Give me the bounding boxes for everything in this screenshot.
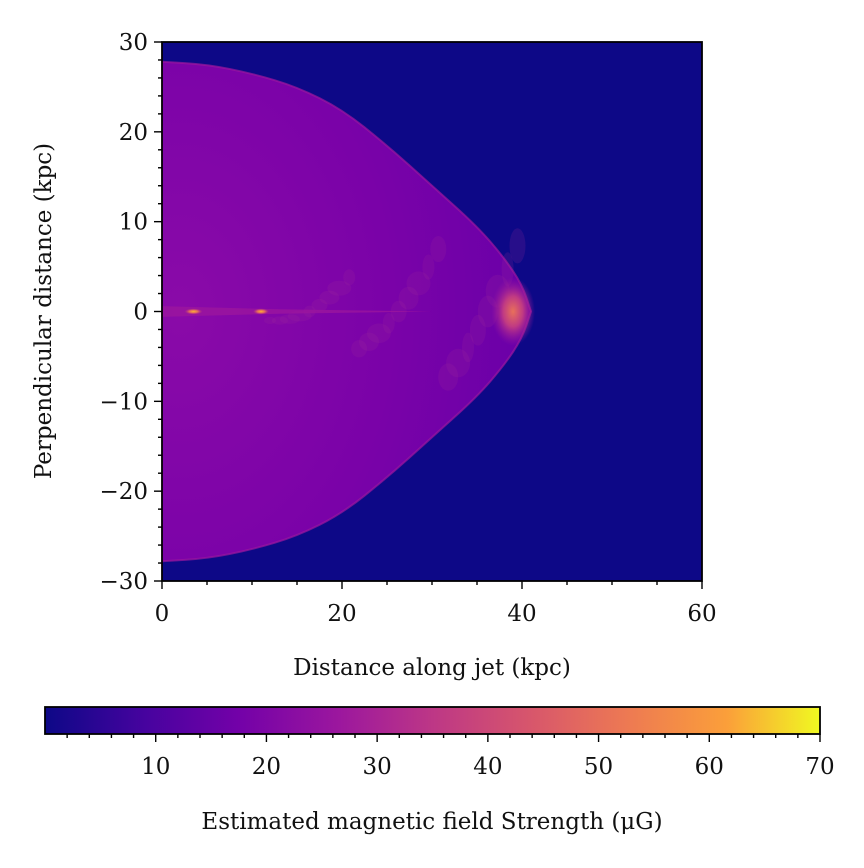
turbulence-streak <box>446 348 471 378</box>
turbulence-streak <box>351 340 368 358</box>
y-tick-label: −10 <box>99 389 148 415</box>
colorbar-label: Estimated magnetic field Strength (μG) <box>201 809 662 835</box>
x-axis-label: Distance along jet (kpc) <box>293 655 571 681</box>
plot-area <box>162 42 702 581</box>
x-tick-label: 40 <box>507 601 536 627</box>
colorbar-tick-label: 30 <box>363 754 392 780</box>
hotspot <box>491 277 535 346</box>
colorbar-tick-label: 70 <box>805 754 834 780</box>
y-tick-label: −30 <box>99 569 148 595</box>
colorbar-gradient <box>44 706 821 735</box>
x-tick-label: 0 <box>155 601 170 627</box>
turbulence-streak <box>382 312 395 334</box>
colorbar-tick-label: 10 <box>141 754 170 780</box>
colorbar-tick-label: 40 <box>473 754 502 780</box>
turbulence-streak <box>359 332 379 352</box>
turbulence-streak <box>327 280 352 296</box>
turbulence-streak <box>343 269 356 286</box>
y-tick-label: 30 <box>119 30 148 56</box>
colorbar-tick-label: 20 <box>252 754 281 780</box>
colorbar-tick-label: 60 <box>695 754 724 780</box>
turbulence-streak <box>406 271 431 296</box>
x-tick-label: 20 <box>327 601 356 627</box>
jet-knot <box>253 308 269 315</box>
turbulence-streak <box>279 314 300 324</box>
turbulence-streak <box>430 235 447 263</box>
jet-knot <box>184 308 203 315</box>
y-tick-label: 10 <box>119 210 148 236</box>
turbulence-streak <box>319 290 340 305</box>
y-tick-label: 0 <box>133 300 148 326</box>
turbulence-streak <box>398 286 419 310</box>
y-axis-ticks: 30 20 10 0 −10 −20 −30 <box>99 30 162 595</box>
turbulence-streak <box>469 314 486 346</box>
turbulence-streak <box>264 316 276 325</box>
y-axis-label: Perpendicular distance (kpc) <box>31 143 57 479</box>
x-axis-ticks: 0 20 40 60 <box>155 581 717 627</box>
y-tick-label: −20 <box>99 479 148 505</box>
colorbar-tick-label: 50 <box>584 754 613 780</box>
turbulence-streak <box>438 363 459 391</box>
turbulence-streak <box>422 254 435 280</box>
turbulence-streak <box>462 332 474 363</box>
x-tick-label: 60 <box>687 601 716 627</box>
turbulence-streak <box>271 316 288 325</box>
colorbar: 10 20 30 40 50 60 70 Estimated magnetic field … <box>44 706 835 835</box>
turbulence-streak <box>509 228 526 264</box>
turbulence-streak <box>311 298 328 312</box>
jet-beam <box>162 306 432 317</box>
colorbar-ticks: 10 20 30 40 50 60 70 <box>66 734 835 780</box>
turbulence-streak <box>366 323 391 344</box>
jet-knots <box>184 308 269 315</box>
y-tick-label: 20 <box>119 120 148 146</box>
